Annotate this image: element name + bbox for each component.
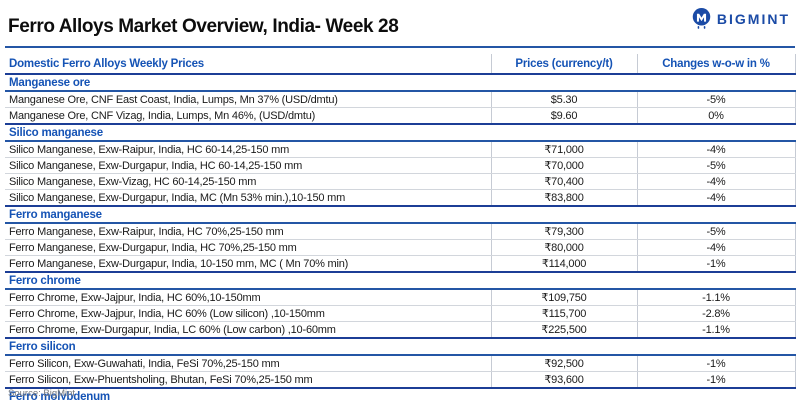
price-value: $5.30 [490,91,637,108]
bigmint-logo: BIGMINT [691,7,790,30]
prices-table-body: Manganese ore Manganese Ore, CNF East Coa… [5,73,796,400]
section-row: Ferro molybdenum [5,387,795,400]
section-title: Ferro chrome [5,271,795,290]
product-name: Ferro Manganese, Exw-Durgapur, India, 10… [5,255,491,273]
price-value: ₹70,400 [490,173,637,190]
column-header-changes: Changes w-o-w in % [636,54,796,75]
section-title: Silico manganese [5,123,795,142]
column-header-products: Domestic Ferro Alloys Weekly Prices [5,54,491,75]
table-header-row: Domestic Ferro Alloys Weekly Prices Pric… [5,54,796,75]
table-row: Silico Manganese, Exw-Raipur, India, HC … [5,141,796,158]
table-row: Silico Manganese, Exw-Durgapur, India, M… [5,189,796,207]
section-title: Ferro molybdenum [5,387,795,400]
change-value: -4% [636,189,796,207]
column-header-prices: Prices (currency/t) [490,54,637,75]
change-value: -1% [636,355,796,372]
brand-name: BIGMINT [716,10,790,27]
price-value: ₹109,750 [490,289,637,306]
change-value: -4% [636,141,796,158]
section-row: Manganese ore [5,73,795,92]
table-row: Ferro Manganese, Exw-Raipur, India, HC 7… [5,223,796,240]
product-name: Ferro Manganese, Exw-Durgapur, India, HC… [5,239,491,256]
product-name: Manganese Ore, CNF Vizag, India, Lumps, … [5,107,491,125]
price-value: ₹114,000 [490,255,637,273]
section-row: Ferro manganese [5,205,795,224]
product-name: Ferro Manganese, Exw-Raipur, India, HC 7… [5,223,491,240]
change-value: 0% [636,107,796,125]
product-name: Silico Manganese, Exw-Vizag, HC 60-14,25… [5,173,491,190]
product-name: Ferro Chrome, Exw-Jajpur, India, HC 60%,… [5,289,491,306]
change-value: -5% [636,223,796,240]
price-value: ₹71,000 [490,141,637,158]
product-name: Ferro Silicon, Exw-Guwahati, India, FeSi… [5,355,491,372]
price-value: ₹225,500 [490,321,637,339]
price-value: ₹115,700 [490,305,637,322]
table-row: Ferro Manganese, Exw-Durgapur, India, HC… [5,239,796,256]
product-name: Silico Manganese, Exw-Raipur, India, HC … [5,141,491,158]
product-name: Silico Manganese, Exw-Durgapur, India, M… [5,189,491,207]
section-title: Manganese ore [5,73,795,92]
change-value: -5% [636,91,796,108]
section-row: Silico manganese [5,123,795,142]
product-name: Ferro Silicon, Exw-Phuentsholing, Bhutan… [5,371,491,389]
table-row: Silico Manganese, Exw-Vizag, HC 60-14,25… [5,173,796,190]
table-row: Manganese Ore, CNF East Coast, India, Lu… [5,91,796,108]
section-title: Ferro silicon [5,337,795,356]
prices-table: Domestic Ferro Alloys Weekly Prices Pric… [5,54,796,400]
change-value: -1% [636,255,796,273]
table-row: Ferro Chrome, Exw-Durgapur, India, LC 60… [5,321,796,339]
change-value: -4% [636,239,796,256]
change-value: -5% [636,157,796,174]
change-value: -1% [636,371,796,389]
table-row: Manganese Ore, CNF Vizag, India, Lumps, … [5,107,796,125]
product-name: Ferro Chrome, Exw-Jajpur, India, HC 60% … [5,305,491,322]
page-title: Ferro Alloys Market Overview, India- Wee… [8,16,399,37]
table-row: Ferro Silicon, Exw-Phuentsholing, Bhutan… [5,371,796,389]
price-value: ₹83,800 [490,189,637,207]
change-value: -2.8% [636,305,796,322]
price-value: ₹79,300 [490,223,637,240]
price-value: ₹80,000 [490,239,637,256]
table-row: Ferro Chrome, Exw-Jajpur, India, HC 60%,… [5,289,796,306]
product-name: Silico Manganese, Exw-Durgapur, India, H… [5,157,491,174]
source-note: Source: BigMint [8,388,76,399]
title-divider [5,46,795,48]
product-name: Manganese Ore, CNF East Coast, India, Lu… [5,91,491,108]
change-value: -1.1% [636,321,796,339]
price-value: $9.60 [490,107,637,125]
product-name: Ferro Chrome, Exw-Durgapur, India, LC 60… [5,321,491,339]
price-value: ₹70,000 [490,157,637,174]
change-value: -4% [636,173,796,190]
table-row: Ferro Chrome, Exw-Jajpur, India, HC 60% … [5,305,796,322]
section-title: Ferro manganese [5,205,795,224]
price-value: ₹92,500 [490,355,637,372]
price-value: ₹93,600 [490,371,637,389]
section-row: Ferro silicon [5,337,795,356]
table-row: Ferro Manganese, Exw-Durgapur, India, 10… [5,255,796,273]
table-row: Ferro Silicon, Exw-Guwahati, India, FeSi… [5,355,796,372]
change-value: -1.1% [636,289,796,306]
section-row: Ferro chrome [5,271,795,290]
table-row: Silico Manganese, Exw-Durgapur, India, H… [5,157,796,174]
bigmint-logo-icon [692,8,711,29]
